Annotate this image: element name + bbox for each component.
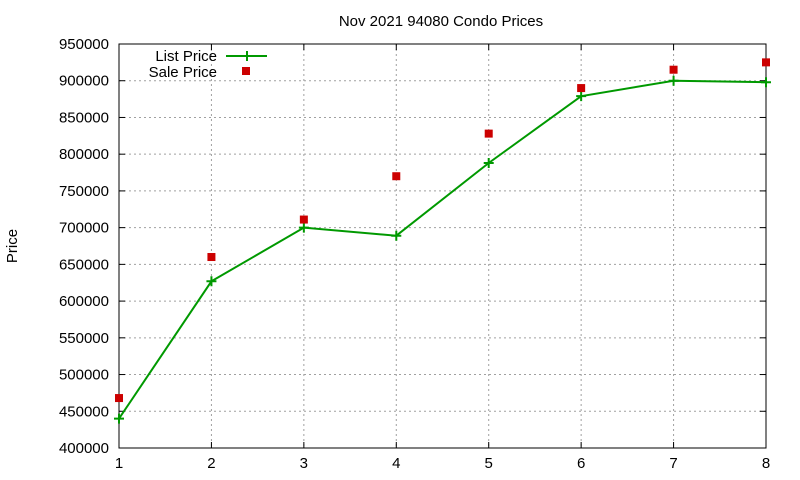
sale-price-point bbox=[392, 172, 401, 181]
x-tick-label: 3 bbox=[300, 455, 308, 472]
x-tick-label: 6 bbox=[577, 455, 585, 472]
y-tick-label: 950000 bbox=[59, 36, 109, 53]
axes-ticks bbox=[118, 43, 767, 449]
sale-price-point bbox=[207, 253, 216, 262]
series-list-price bbox=[114, 75, 771, 424]
list-price-point bbox=[298, 222, 309, 233]
y-tick-label: 800000 bbox=[59, 146, 109, 163]
x-tick-label: 7 bbox=[669, 455, 677, 472]
x-tick-label: 5 bbox=[485, 455, 493, 472]
legend-label-list-price: List Price bbox=[155, 48, 217, 65]
list-price-point bbox=[761, 77, 771, 88]
legend: List Price Sale Price bbox=[149, 48, 267, 81]
sale-price-point bbox=[299, 215, 308, 224]
x-tick-labels: 1 2 3 4 5 6 7 8 bbox=[115, 455, 770, 472]
list-price-point bbox=[483, 157, 494, 168]
legend-marker-sale-price bbox=[242, 67, 250, 75]
x-tick-label: 4 bbox=[392, 455, 400, 472]
y-tick-label: 650000 bbox=[59, 256, 109, 273]
list-price-point bbox=[206, 276, 217, 287]
legend-marker-list-price bbox=[242, 51, 252, 61]
sale-price-point bbox=[762, 58, 770, 67]
y-tick-label: 900000 bbox=[59, 73, 109, 90]
plot-area-frame bbox=[118, 43, 767, 449]
y-tick-label: 500000 bbox=[59, 367, 109, 384]
list-price-point bbox=[391, 230, 402, 241]
list-price-point bbox=[668, 75, 679, 86]
x-tick-label: 2 bbox=[207, 455, 215, 472]
y-axis-label: Price bbox=[4, 229, 21, 263]
y-tick-labels: 400000 450000 500000 550000 600000 650000 7000… bbox=[59, 36, 109, 457]
list-price-line bbox=[118, 79, 767, 420]
x-tick-label: 8 bbox=[762, 455, 770, 472]
x-tick-label: 1 bbox=[115, 455, 123, 472]
y-tick-label: 750000 bbox=[59, 183, 109, 200]
chart-title: Nov 2021 94080 Condo Prices bbox=[339, 13, 543, 30]
y-tick-label: 550000 bbox=[59, 330, 109, 347]
gridlines bbox=[119, 44, 766, 448]
sale-price-point bbox=[669, 65, 678, 74]
series-sale-price bbox=[115, 58, 770, 403]
y-tick-label: 600000 bbox=[59, 293, 109, 310]
legend-label-sale-price: Sale Price bbox=[149, 64, 217, 81]
y-tick-label: 850000 bbox=[59, 109, 109, 126]
sale-price-point bbox=[577, 84, 586, 93]
y-tick-label: 450000 bbox=[59, 403, 109, 420]
list-price-point bbox=[576, 91, 587, 102]
sale-price-point bbox=[484, 129, 493, 138]
y-tick-label: 400000 bbox=[59, 440, 109, 457]
list-price-point bbox=[114, 413, 124, 424]
sale-price-point bbox=[115, 394, 123, 403]
y-tick-label: 700000 bbox=[59, 220, 109, 237]
